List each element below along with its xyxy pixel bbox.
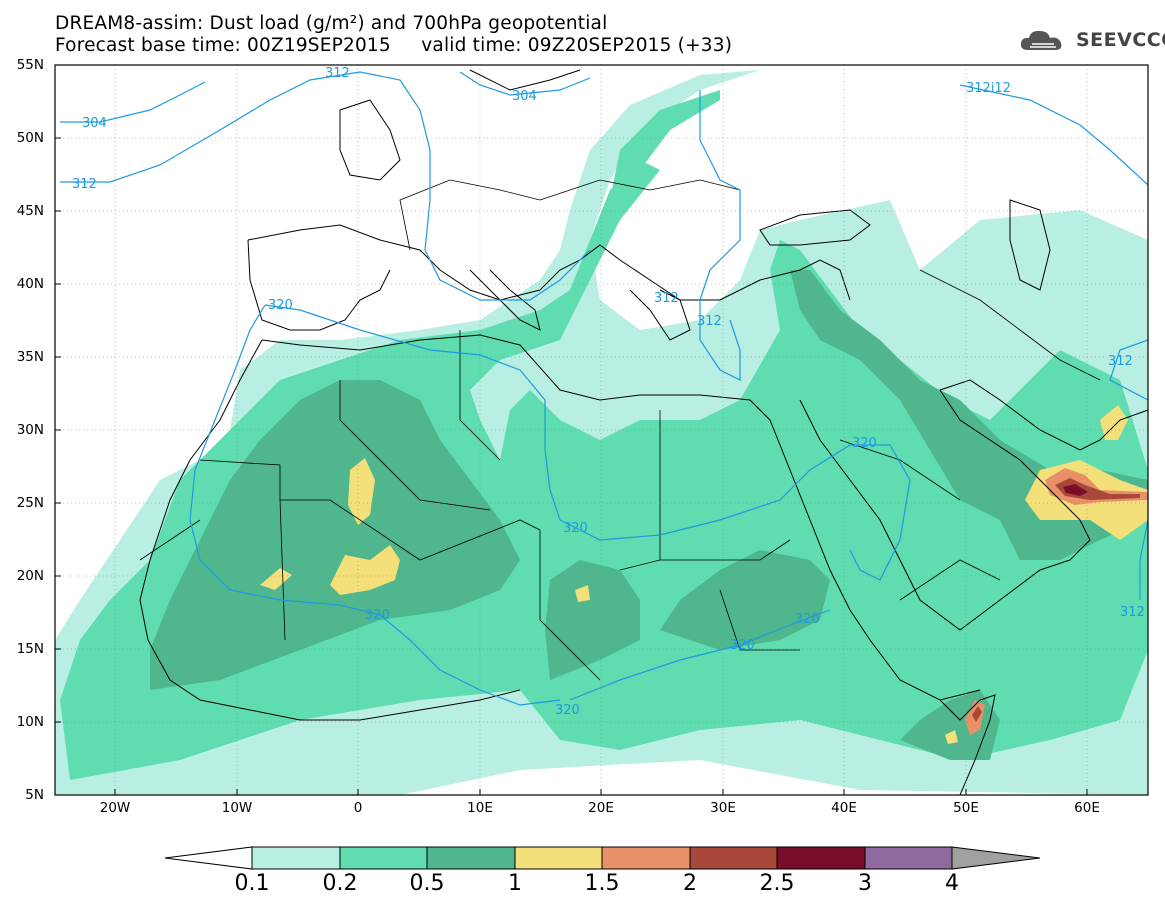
coast-africa-west <box>139 339 521 721</box>
contour-312-ne <box>959 84 1148 186</box>
contour-320-west <box>189 304 561 706</box>
contour-label: 312 <box>325 66 350 81</box>
lat-label: 35N <box>16 349 44 365</box>
coast-scandinavia <box>469 69 581 91</box>
contour-label: 320 <box>852 436 877 451</box>
lon-label: 20W <box>99 800 131 816</box>
axis-ticks <box>55 137 1088 795</box>
logo-text: SEEVCCC <box>1076 29 1165 51</box>
map-title: DREAM8-assim: Dust load (g/m²) and 700hP… <box>55 13 608 34</box>
lon-label: 0 <box>353 800 363 816</box>
lon-label: 10W <box>221 800 253 816</box>
colorbar-label: 3 <box>858 871 872 896</box>
lon-label: 50E <box>953 800 979 816</box>
colorbar-label: 2.5 <box>759 871 795 896</box>
coast-blacksea <box>759 209 871 246</box>
contour-label: 312 <box>697 314 722 329</box>
contour-304-north <box>459 71 591 96</box>
contour-304-west <box>60 81 206 123</box>
contour-label: 304 <box>512 89 537 104</box>
gridlines <box>55 65 1148 795</box>
colorbar-label: 4 <box>945 871 959 896</box>
lat-label: 40N <box>16 276 44 292</box>
lon-label: 60E <box>1074 800 1100 816</box>
map-subtitle: Forecast base time: 00Z19SEP2015 valid t… <box>55 35 733 56</box>
coast-iberia <box>247 239 391 331</box>
contour-label: 320 <box>365 608 390 623</box>
contour-label: 312 <box>1108 354 1133 369</box>
colorbar-label: 0.1 <box>234 871 270 896</box>
contour-312-se2 <box>1139 519 1148 600</box>
contour-labels: 304 312 312 304 312i12 312 312 320 320 3… <box>72 66 1145 718</box>
dust-high-3 <box>260 568 292 590</box>
contour-label: 320 <box>795 612 820 627</box>
borders <box>139 179 1101 681</box>
dust-dark-central <box>545 560 640 680</box>
colorbar-label: 1.5 <box>584 871 620 896</box>
contour-label: 320 <box>555 703 580 718</box>
contour-320-south <box>569 609 831 701</box>
contour-312-west <box>60 71 591 301</box>
colorbar-label: 1 <box>508 871 522 896</box>
lon-label: 10E <box>467 800 493 816</box>
lat-label: 20N <box>16 568 44 584</box>
coast-italy <box>469 269 541 331</box>
lat-label: 25N <box>16 495 44 511</box>
lon-label: 30E <box>710 800 736 816</box>
coast-redsea <box>769 419 981 701</box>
colorbar-label: 2 <box>683 871 697 896</box>
contour-label: 312 <box>72 177 97 192</box>
coast-caspian <box>1009 199 1051 291</box>
lat-label: 30N <box>16 422 44 438</box>
contour-label: 312i12 <box>966 81 1011 96</box>
dust-high-2 <box>330 545 400 595</box>
dust-high-7 <box>945 730 958 744</box>
coast-somalia <box>939 694 996 795</box>
geopotential-contours <box>60 71 1148 706</box>
contour-label: 320 <box>268 298 293 313</box>
contour-label: 320 <box>563 521 588 536</box>
lat-label: 45N <box>16 203 44 219</box>
coast-arabia <box>799 389 1091 631</box>
dust-dark-sudan <box>660 550 830 650</box>
lat-label: 50N <box>16 130 44 146</box>
seevccc-logo: SEEVCCC <box>1018 26 1165 56</box>
contour-label: 304 <box>82 116 107 131</box>
coast-persia <box>939 379 1148 451</box>
contour-label: 312 <box>654 291 679 306</box>
contour-320-main <box>264 304 911 581</box>
dust-region-peak <box>965 468 1148 735</box>
lon-label: 40E <box>831 800 857 816</box>
colorbar-label: 0.5 <box>409 871 445 896</box>
coast-africa-north <box>261 334 771 421</box>
dust-peak-maroon <box>1063 484 1088 496</box>
contour-312-se <box>1109 339 1148 401</box>
lon-label: 20E <box>588 800 614 816</box>
colorbar-label: 0.2 <box>322 871 358 896</box>
lat-label: 15N <box>16 641 44 657</box>
dust-high-1 <box>348 458 375 525</box>
lat-label: 10N <box>16 714 44 730</box>
coast-greece <box>629 289 691 341</box>
cloud-logo-icon <box>1020 30 1062 50</box>
coast-uk <box>339 99 401 181</box>
contour-label: 312 <box>1120 605 1145 620</box>
dust-peak-somalia-core <box>972 706 982 722</box>
lat-label: 5N <box>25 787 44 803</box>
dust-high-4 <box>575 585 590 602</box>
dust-dark-west <box>150 380 520 690</box>
contour-label: 320 <box>730 638 755 653</box>
lat-label: 55N <box>16 57 44 73</box>
dust-high-6 <box>1100 405 1128 440</box>
dust-medium-north <box>610 90 720 200</box>
contour-312-east <box>699 90 741 381</box>
